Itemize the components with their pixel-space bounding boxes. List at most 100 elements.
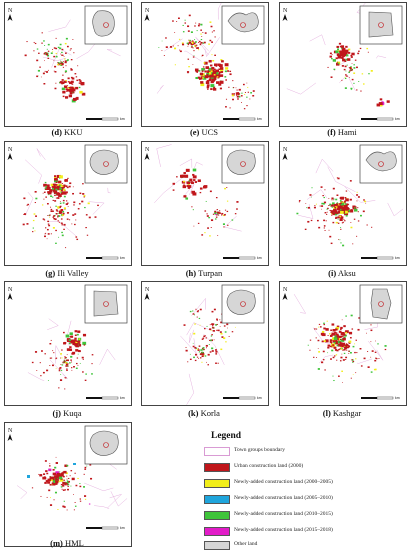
land-patch (336, 194, 339, 197)
land-patch (198, 49, 200, 51)
north-arrow-label: N (8, 8, 13, 14)
land-patch (51, 196, 54, 198)
land-patch (216, 323, 218, 325)
land-patch (336, 202, 339, 204)
land-patch (77, 65, 79, 67)
land-patch (49, 463, 51, 465)
land-patch (85, 227, 87, 229)
land-patch (57, 63, 59, 66)
land-patch (186, 185, 189, 187)
land-patch (187, 30, 190, 32)
land-patch (344, 344, 347, 347)
land-patch (335, 217, 337, 219)
land-patch (58, 177, 61, 179)
land-patch (197, 310, 199, 312)
land-patch (341, 65, 344, 67)
land-patch (244, 94, 246, 95)
land-patch (342, 337, 346, 341)
land-patch (70, 80, 74, 83)
land-patch (217, 329, 220, 332)
land-patch (47, 69, 49, 71)
land-patch (57, 508, 59, 510)
scale-bar-unit: km (257, 396, 262, 400)
land-patch (357, 52, 360, 55)
land-patch (342, 49, 345, 52)
land-patch (311, 187, 313, 189)
land-patch (239, 93, 241, 95)
land-patch (321, 208, 323, 210)
map-aksu: Nkm (282, 144, 404, 260)
land-patch (88, 216, 91, 219)
land-patch (219, 212, 222, 214)
legend-item-urban-2000: Urban construction land (2000) (201, 461, 401, 474)
land-patch (223, 226, 225, 228)
boundary-line (94, 505, 110, 509)
land-patch (54, 482, 58, 485)
land-patch (350, 66, 352, 68)
land-patch (65, 90, 68, 92)
land-patch (87, 202, 90, 205)
boundary-line (186, 322, 211, 336)
land-patch (371, 350, 374, 352)
land-patch (72, 214, 75, 216)
boundary-line (48, 19, 71, 32)
land-patch (75, 341, 78, 344)
land-patch (340, 53, 343, 55)
land-patch (55, 471, 60, 475)
land-patch (43, 219, 46, 221)
land-patch (201, 353, 204, 355)
land-patch (192, 47, 194, 49)
land-patch (345, 203, 349, 206)
land-patch (215, 351, 218, 353)
land-patch (73, 342, 76, 345)
land-patch (33, 41, 35, 43)
land-patch (71, 223, 73, 225)
land-patch (66, 88, 69, 90)
north-arrow-icon (7, 293, 13, 300)
land-patch (298, 200, 301, 202)
land-patch (331, 323, 335, 326)
land-patch (195, 22, 197, 24)
land-patch (236, 208, 238, 210)
land-patch (40, 495, 42, 497)
land-patch (85, 214, 88, 216)
scale-bar-unit: km (257, 117, 262, 121)
legend-item-2015-2018: Newly-added construction land (2015–2018… (201, 525, 401, 538)
land-patch (58, 175, 63, 179)
land-patch (213, 80, 215, 82)
land-patch (193, 332, 196, 335)
land-patch (43, 477, 47, 480)
legend-swatch (204, 511, 230, 520)
land-patch (55, 480, 59, 484)
land-patch (227, 70, 230, 72)
land-patch (349, 198, 352, 201)
boundary-line (217, 3, 222, 20)
caption-turpan: (h) Turpan (185, 268, 223, 278)
land-patch (370, 70, 373, 72)
land-patch (66, 484, 68, 486)
land-patch (49, 365, 51, 366)
land-patch (229, 73, 232, 76)
land-patch (55, 181, 58, 184)
land-patch (356, 89, 358, 91)
land-patch (48, 468, 52, 472)
land-patch (317, 368, 320, 370)
land-patch (66, 45, 69, 48)
boundary-line (47, 221, 77, 237)
land-patch (32, 219, 35, 222)
land-patch (199, 324, 201, 326)
land-patch (74, 339, 77, 342)
land-patch (339, 208, 341, 210)
land-patch (44, 70, 46, 72)
land-patch (341, 79, 343, 81)
land-patch (189, 358, 192, 361)
caption-ili: (g) Ili Valley (45, 268, 89, 278)
land-patch (199, 191, 202, 194)
land-patch (41, 204, 44, 206)
land-patch (55, 37, 57, 39)
north-arrow-label: N (8, 428, 13, 434)
land-patch (199, 308, 202, 311)
land-patch (183, 172, 186, 175)
land-patch (57, 220, 59, 222)
